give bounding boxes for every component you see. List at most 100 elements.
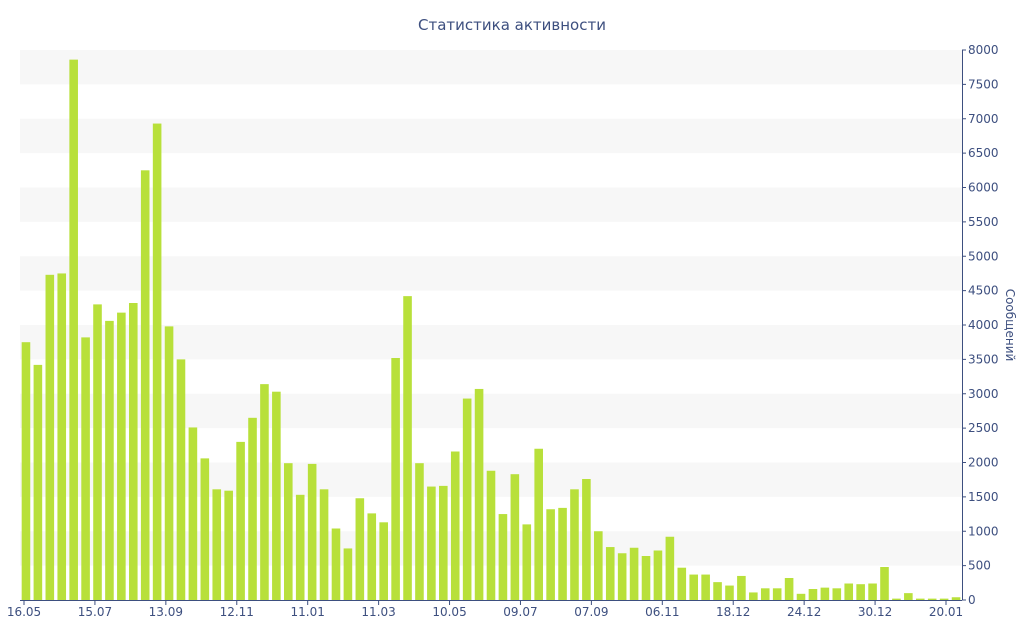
x-tick-label: 20.01 — [929, 605, 963, 619]
y-tick-label: 7000 — [968, 112, 999, 126]
bar — [892, 598, 901, 601]
grid-band — [20, 50, 962, 85]
y-tick-label: 5500 — [968, 215, 999, 229]
bar — [164, 326, 174, 601]
bar — [415, 463, 424, 600]
y-tick-label: 6000 — [968, 181, 999, 195]
bar — [93, 304, 102, 601]
y-tick-label: 8000 — [968, 43, 999, 57]
bar — [331, 528, 341, 600]
bar — [725, 585, 734, 600]
y-axis-title: Сообщений — [1003, 289, 1017, 362]
bar — [939, 598, 949, 601]
bar-series — [21, 59, 961, 601]
bar — [45, 274, 55, 600]
grid-band — [20, 187, 962, 222]
x-tick-label: 09.07 — [503, 605, 537, 619]
bar — [57, 273, 67, 600]
bar — [260, 384, 269, 601]
bar — [391, 358, 400, 600]
bar — [641, 556, 651, 600]
bar — [307, 463, 317, 601]
grid-bands — [20, 50, 962, 566]
bar — [605, 547, 615, 600]
bar — [176, 359, 186, 601]
bar — [355, 498, 365, 600]
y-tick-label: 500 — [968, 559, 991, 573]
bar — [81, 337, 90, 601]
x-axis: 16.05 15.07 13.09 12.11 11.01 11.03 10.05 09.07… — [7, 600, 963, 619]
bar — [760, 588, 770, 600]
bar — [915, 598, 925, 601]
y-tick-label: 1500 — [968, 490, 999, 504]
bar — [868, 583, 877, 600]
bar — [844, 583, 854, 600]
y-tick-label: 1000 — [968, 524, 999, 538]
bar — [617, 553, 627, 600]
bar — [510, 474, 520, 600]
bar — [200, 458, 210, 601]
chart-title: Статистика активности — [418, 16, 606, 34]
y-tick-label: 6500 — [968, 146, 999, 160]
bar — [474, 388, 484, 600]
x-tick-label: 13.09 — [149, 605, 183, 619]
bar — [808, 589, 818, 600]
bar — [570, 489, 579, 600]
bar — [212, 489, 222, 600]
bar — [951, 597, 961, 600]
bar — [236, 441, 245, 601]
bar — [379, 522, 388, 600]
bar — [140, 170, 150, 600]
bar — [820, 587, 830, 601]
bar — [319, 489, 329, 600]
x-tick-label: 12.11 — [220, 605, 254, 619]
bar — [558, 507, 567, 601]
bar — [582, 479, 591, 600]
bar — [856, 584, 865, 600]
bar — [284, 463, 293, 600]
bar — [689, 574, 699, 600]
bar — [594, 531, 603, 600]
bar — [522, 524, 532, 601]
bar — [248, 417, 257, 600]
bar — [701, 574, 710, 600]
y-axis: 0 500 1000 1500 2000 2500 3000 3500 4000 4500 5000… — [962, 43, 999, 607]
bar — [295, 494, 305, 600]
bar — [272, 391, 281, 600]
bar — [343, 548, 353, 600]
bar — [749, 592, 758, 600]
y-tick-label: 4500 — [968, 284, 999, 298]
x-tick-label: 06.11 — [645, 605, 679, 619]
bar — [665, 536, 675, 600]
y-tick-label: 0 — [968, 593, 976, 607]
y-tick-label: 5000 — [968, 249, 999, 263]
bar — [629, 547, 639, 600]
grid-band — [20, 256, 962, 291]
bar — [737, 575, 746, 600]
bar — [772, 588, 782, 600]
bar — [713, 582, 722, 601]
x-tick-label: 16.05 — [7, 605, 41, 619]
bar — [152, 123, 162, 600]
bar — [462, 398, 472, 600]
grid-band — [20, 118, 962, 154]
bar — [105, 320, 114, 601]
x-tick-label: 11.03 — [361, 605, 395, 619]
x-tick-label: 18.12 — [716, 605, 750, 619]
grid-band — [20, 325, 962, 360]
y-tick-label: 2500 — [968, 421, 999, 435]
bar — [403, 296, 412, 601]
bar — [33, 364, 43, 601]
bar — [546, 509, 555, 600]
y-tick-label: 2000 — [968, 456, 999, 470]
bar — [21, 342, 31, 600]
bar — [367, 513, 377, 601]
bar — [534, 448, 543, 600]
x-tick-label: 24.12 — [787, 605, 821, 619]
bar — [880, 567, 889, 600]
bar — [117, 312, 126, 601]
bar — [832, 588, 842, 600]
x-tick-label: 15.07 — [78, 605, 112, 619]
y-tick-label: 3000 — [968, 387, 999, 401]
